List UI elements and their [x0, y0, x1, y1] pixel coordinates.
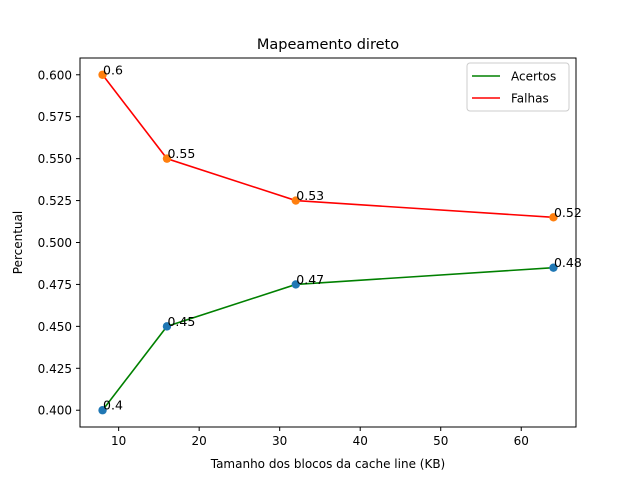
x-axis-label: Tamanho dos blocos da cache line (KB) — [210, 457, 446, 471]
x-tick-label: 40 — [353, 434, 368, 448]
x-tick-label: 10 — [111, 434, 126, 448]
x-tick-label: 60 — [514, 434, 529, 448]
data-label: 0.47 — [296, 272, 324, 287]
y-tick-label: 0.525 — [38, 194, 72, 208]
series-line-acertos — [101, 266, 554, 411]
data-point — [549, 213, 558, 222]
axis-ticks: 10 20 30 40 50 60 0.400 0.425 0.450 0.475 0.500 0.5… — [38, 68, 529, 448]
data-label: 0.53 — [296, 188, 324, 203]
y-tick-label: 0.575 — [38, 110, 72, 124]
chart-title: Mapeamento direto — [257, 37, 399, 53]
x-tick-label: 30 — [272, 434, 287, 448]
y-tick-label: 0.450 — [38, 320, 72, 334]
data-label: 0.48 — [554, 255, 582, 270]
data-label: 0.52 — [554, 205, 582, 220]
data-point — [291, 196, 300, 205]
data-point — [162, 154, 172, 163]
y-tick-label: 0.425 — [38, 362, 72, 376]
x-tick-label: 20 — [192, 434, 207, 448]
data-label: 0.4 — [103, 398, 123, 413]
data-label: 0.6 — [103, 62, 123, 77]
x-tick-label: 50 — [433, 434, 448, 448]
legend-box — [466, 62, 570, 112]
data-label: 0.45 — [167, 314, 195, 329]
data-point — [98, 406, 107, 415]
legend: Acertos Falhas — [466, 62, 570, 112]
legend-label: Falhas — [511, 92, 549, 106]
y-tick-label: 0.600 — [38, 68, 72, 82]
data-point — [162, 322, 172, 331]
y-tick-label: 0.500 — [38, 236, 72, 250]
y-axis-label: Percentual — [11, 211, 25, 274]
data-point — [98, 70, 107, 79]
data-point — [291, 280, 300, 289]
data-point — [549, 263, 558, 272]
y-tick-label: 0.550 — [38, 152, 72, 166]
series-line-falhas — [101, 74, 554, 219]
data-label: 0.55 — [167, 146, 195, 161]
y-tick-label: 0.400 — [38, 404, 72, 418]
legend-label: Acertos — [511, 70, 556, 84]
plot-area: 0.4 0.45 0.47 0.48 0.6 0.55 0.53 0.52 — [98, 62, 582, 415]
y-tick-label: 0.475 — [38, 278, 72, 292]
